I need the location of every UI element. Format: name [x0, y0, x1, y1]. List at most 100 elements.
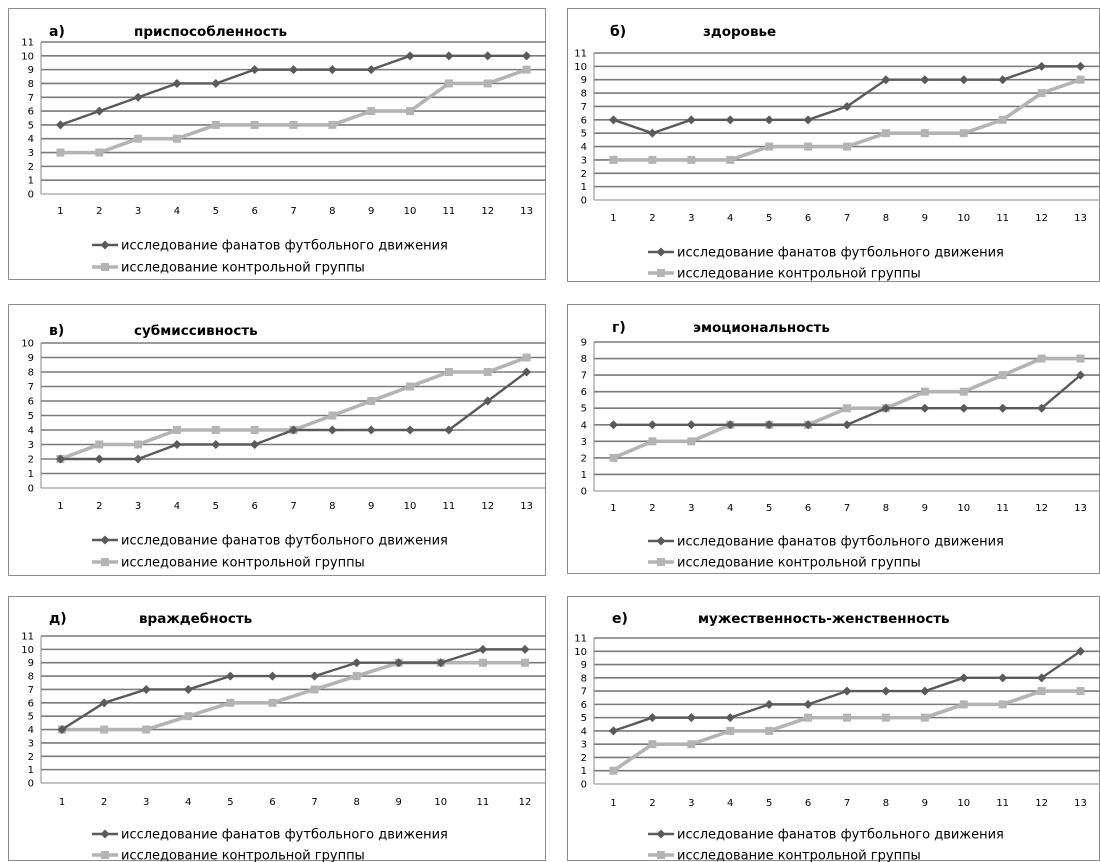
chart-b-x-tick-label: 4: [727, 213, 733, 224]
chart-v-x-tick-label: 4: [174, 501, 180, 512]
chart-e-series-fans-point: [920, 687, 929, 696]
chart-g-title: эмоциональность: [693, 320, 830, 336]
chart-a-x-tick-label: 5: [213, 206, 219, 217]
chart-e-series-control-point: [648, 740, 656, 748]
chart-v-legend-label-control: исследование контрольной группы: [121, 556, 365, 571]
chart-v-series-control-point: [251, 426, 259, 434]
chart-e-letter: е): [612, 611, 628, 627]
chart-a-y-tick-label: 9: [28, 65, 34, 76]
chart-b-series-fans-point: [1076, 62, 1085, 71]
chart-d-series-control-point: [184, 712, 192, 720]
chart-a-x-tick-label: 9: [368, 206, 374, 217]
chart-g-x-tick-label: 8: [883, 503, 889, 514]
chart-a-x-tick-label: 10: [404, 206, 417, 217]
chart-v-x-tick-label: 1: [57, 501, 63, 512]
chart-a-y-tick-label: 0: [28, 190, 34, 201]
chart-e-series-control-point: [726, 727, 734, 735]
chart-b-series-fans-point: [920, 75, 929, 84]
chart-g-y-tick-label: 8: [581, 354, 587, 365]
chart-g-series-control-point: [1077, 355, 1085, 363]
chart-b-series-control-point: [765, 143, 773, 151]
chart-b-series-control-point: [804, 143, 812, 151]
chart-a-x-tick-label: 12: [481, 206, 494, 217]
chart-e-x-tick-label: 5: [766, 798, 772, 809]
chart-b-series-fans-line: [613, 66, 1080, 133]
chart-g-series-fans-line: [613, 375, 1080, 425]
chart-g-series-fans-point: [687, 420, 696, 429]
chart-v-x-tick-label: 11: [443, 501, 456, 512]
chart-g-legend-marker-fans: [657, 537, 666, 546]
chart-b-y-tick-label: 4: [581, 142, 587, 153]
chart-g-y-tick-label: 6: [581, 387, 587, 398]
chart-e-y-tick-label: 9: [581, 660, 587, 671]
chart-b-series-control-point: [726, 156, 734, 164]
chart-g-series-control-point: [687, 437, 695, 445]
chart-d-y-tick-label: 11: [21, 632, 34, 643]
chart-e-x-tick-label: 6: [805, 798, 811, 809]
chart-g-legend-label-control: исследование контрольной группы: [677, 556, 921, 571]
chart-d-series-control-point: [311, 685, 319, 693]
chart-a-series-control-point: [484, 79, 492, 87]
chart-v-y-tick-label: 5: [28, 411, 34, 422]
chart-d-series-fans-point: [142, 685, 151, 694]
chart-b-x-tick-label: 3: [688, 213, 694, 224]
chart-a-legend-label-fans: исследование фанатов футбольного движени…: [121, 239, 448, 254]
chart-e-series-control-point: [999, 700, 1007, 708]
chart-d-legend-marker-fans: [101, 830, 110, 839]
chart-b-series-control-point: [648, 156, 656, 164]
chart-e-series-fans-point: [959, 673, 968, 682]
chart-d-x-tick-label: 4: [185, 797, 191, 808]
chart-b-series-fans-point: [959, 75, 968, 84]
chart-d-x-tick-label: 9: [396, 797, 402, 808]
chart-d-y-tick-label: 9: [28, 658, 34, 669]
chart-a-series-fans-point: [172, 79, 181, 88]
chart-b-x-tick-label: 9: [922, 213, 928, 224]
chart-a-y-tick-label: 2: [28, 162, 34, 173]
chart-e-y-tick-label: 8: [581, 673, 587, 684]
chart-e-y-tick-label: 4: [581, 726, 587, 737]
chart-a-series-control-point: [212, 121, 220, 129]
chart-b-x-tick-label: 2: [649, 213, 655, 224]
chart-v-x-tick-label: 6: [251, 501, 257, 512]
chart-e-legend-label-fans: исследование фанатов футбольного движени…: [677, 828, 1004, 843]
chart-a-series-fans-point: [483, 51, 492, 60]
chart-b-y-tick-label: 7: [581, 102, 587, 113]
chart-a-series-fans-point: [56, 120, 65, 129]
chart-v-series-fans-point: [328, 426, 337, 435]
chart-e-series-control-point: [609, 767, 617, 775]
chart-e-x-tick-label: 10: [957, 798, 970, 809]
chart-g-series-control-point: [1038, 355, 1046, 363]
chart-e-y-tick-label: 7: [581, 687, 587, 698]
chart-b-series-control-point: [1038, 89, 1046, 97]
chart-v-x-tick-label: 13: [520, 501, 533, 512]
chart-a-series-control-point: [328, 121, 336, 129]
chart-d-legend-label-control: исследование контрольной группы: [121, 849, 365, 862]
chart-e-series-fans-point: [998, 673, 1007, 682]
chart-g-x-tick-label: 12: [1035, 503, 1048, 514]
chart-v-series-control-point: [523, 354, 531, 362]
chart-b-y-tick-label: 0: [581, 196, 587, 207]
chart-e-legend-marker-fans: [657, 830, 666, 839]
chart-e-series-fans-point: [648, 713, 657, 722]
chart-b-x-tick-label: 6: [805, 213, 811, 224]
chart-v-y-tick-label: 8: [28, 368, 34, 379]
chart-b-legend-marker-fans: [657, 248, 666, 257]
chart-d-series-fans-point: [184, 685, 193, 694]
chart-e-y-tick-label: 1: [581, 766, 587, 777]
chart-b-y-tick-label: 6: [581, 115, 587, 126]
chart-b-y-tick-label: 5: [581, 129, 587, 140]
chart-a-series-control-point: [290, 121, 298, 129]
chart-a-x-tick-label: 13: [520, 206, 533, 217]
chart-e-series-fans-point: [881, 687, 890, 696]
chart-e-series-fans-point: [765, 700, 774, 709]
chart-b-y-tick-label: 9: [581, 75, 587, 86]
chart-a-series-control-point: [445, 79, 453, 87]
chart-a-series-fans-point: [328, 65, 337, 74]
chart-g-y-tick-label: 5: [581, 404, 587, 415]
chart-d-y-tick-label: 4: [28, 725, 34, 736]
chart-v-y-tick-label: 1: [28, 469, 34, 480]
chart-g-x-tick-label: 4: [727, 503, 733, 514]
chart-e-y-tick-label: 10: [574, 647, 587, 658]
